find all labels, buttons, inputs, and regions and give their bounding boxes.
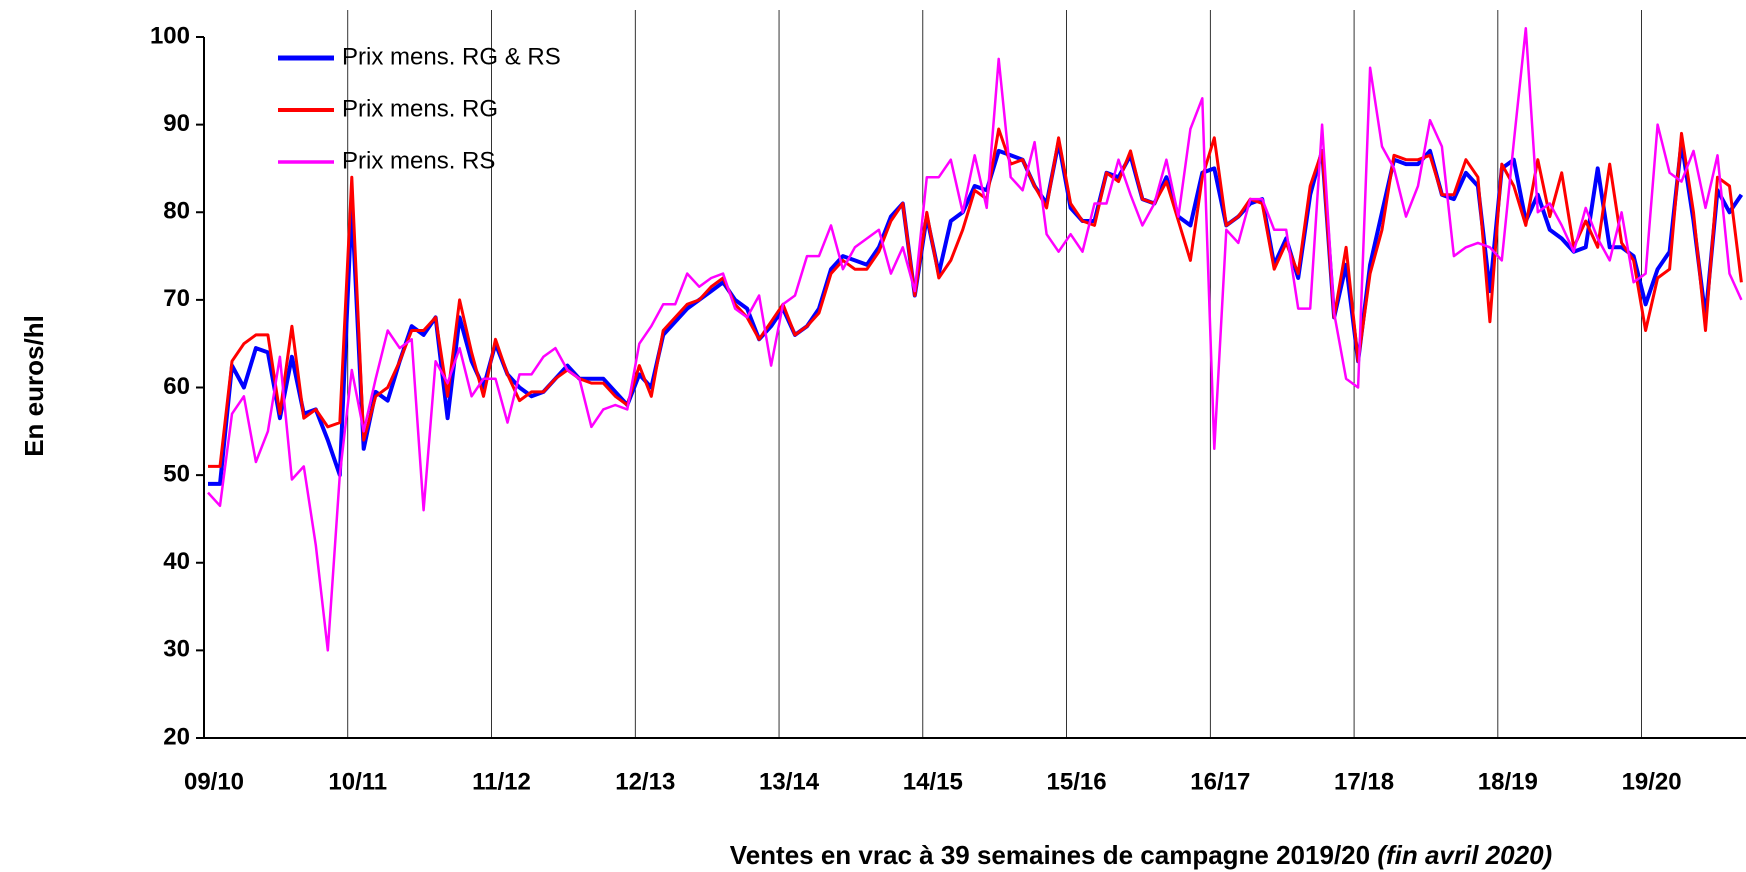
x-tick-label: 16/17 xyxy=(1190,768,1250,795)
x-tick-label: 19/20 xyxy=(1622,768,1682,795)
x-axis-title-main: Ventes en vrac à 39 semaines de campagne… xyxy=(730,840,1370,870)
x-tick-label: 12/13 xyxy=(615,768,675,795)
x-tick-label: 17/18 xyxy=(1334,768,1394,795)
y-tick-label: 60 xyxy=(163,373,190,400)
y-tick-label: 50 xyxy=(163,460,190,487)
x-axis-title: Ventes en vrac à 39 semaines de campagne… xyxy=(730,840,1552,870)
y-tick-label: 80 xyxy=(163,198,190,225)
legend-label: Prix mens. RG xyxy=(342,95,498,122)
y-tick-label: 40 xyxy=(163,548,190,575)
y-tick-label: 100 xyxy=(150,22,190,49)
x-tick-label: 14/15 xyxy=(903,768,963,795)
x-tick-label: 09/10 xyxy=(184,768,244,795)
x-tick-label: 18/19 xyxy=(1478,768,1538,795)
legend-label: Prix mens. RG & RS xyxy=(342,43,561,70)
y-tick-label: 90 xyxy=(163,110,190,137)
y-tick-label: 70 xyxy=(163,285,190,312)
x-tick-label: 15/16 xyxy=(1047,768,1107,795)
legend-label: Prix mens. RS xyxy=(342,147,495,174)
x-tick-label: 11/12 xyxy=(472,768,531,795)
y-tick-label: 20 xyxy=(163,723,190,750)
x-axis-title-note: (fin avril 2020) xyxy=(1377,840,1552,870)
x-tick-label: 10/11 xyxy=(328,768,387,795)
x-tick-label: 13/14 xyxy=(759,768,820,795)
y-axis-title: En euros/hl xyxy=(19,315,49,457)
series-line xyxy=(207,26,1743,652)
y-tick-label: 30 xyxy=(163,636,190,663)
series-line xyxy=(208,127,1743,468)
